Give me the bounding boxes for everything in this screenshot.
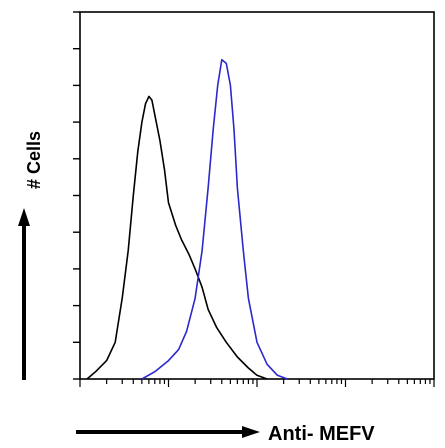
series-layer xyxy=(86,58,288,380)
y-axis-arrowhead xyxy=(18,208,30,226)
x-axis-arrowhead xyxy=(242,426,260,438)
x-axis-label: Anti- MEFV xyxy=(268,423,375,445)
antibody-histogram-line xyxy=(141,58,288,380)
y-axis-ticks xyxy=(73,11,80,380)
y-axis-label: # Cells xyxy=(24,131,44,189)
control-histogram-line xyxy=(86,95,268,380)
x-axis-ticks xyxy=(79,379,435,387)
